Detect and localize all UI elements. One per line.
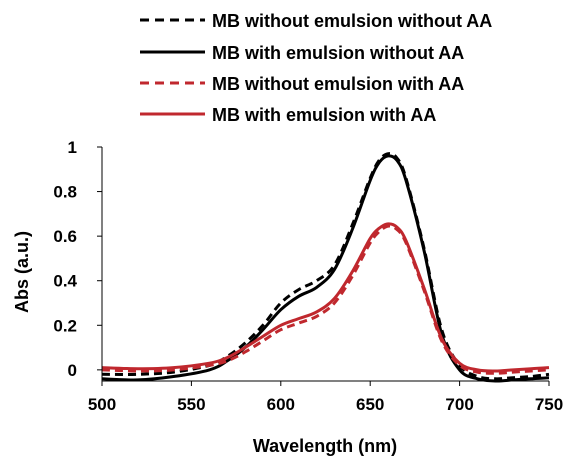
- y-tick-label: 1: [68, 138, 77, 157]
- x-tick-label: 600: [267, 395, 295, 414]
- y-tick-label: 0.2: [53, 316, 77, 335]
- x-tick-label: 700: [445, 395, 473, 414]
- legend: MB without emulsion without AA MB with em…: [140, 11, 492, 125]
- x-tick-label: 650: [356, 395, 384, 414]
- x-axis-ticks: 500 550 600 650 700 750: [88, 381, 563, 414]
- series-line-mb-emulsion-aa: [101, 222, 550, 373]
- legend-label-mb-emulsion-aa: MB with emulsion with AA: [212, 105, 436, 125]
- x-tick-label: 550: [177, 395, 205, 414]
- legend-label-mb-no-emulsion-no-aa: MB without emulsion without AA: [212, 11, 492, 31]
- x-tick-label: 750: [535, 395, 563, 414]
- y-tick-label: 0.6: [53, 227, 77, 246]
- y-tick-label: 0.8: [53, 183, 77, 202]
- legend-label-mb-emulsion-no-aa: MB with emulsion without AA: [212, 43, 464, 63]
- y-axis-ticks: 0 0.2 0.4 0.6 0.8 1: [53, 138, 102, 380]
- x-axis-title: Wavelength (nm): [253, 436, 397, 456]
- plot-area: 500 550 600 650 700 750 0 0.2 0.4 0.6 0.8 1: [53, 138, 563, 414]
- y-tick-label: 0: [68, 361, 77, 380]
- y-axis-title: Abs (a.u.): [12, 231, 32, 313]
- series-line-mb-emulsion-no-aa: [101, 154, 550, 383]
- x-tick-label: 500: [88, 395, 116, 414]
- legend-label-mb-no-emulsion-aa: MB without emulsion with AA: [212, 74, 464, 94]
- series-line-mb-no-emulsion-no-aa: [101, 152, 550, 381]
- series-line-mb-no-emulsion-aa: [101, 224, 550, 375]
- series-layer: [101, 152, 550, 383]
- y-tick-label: 0.4: [53, 272, 77, 291]
